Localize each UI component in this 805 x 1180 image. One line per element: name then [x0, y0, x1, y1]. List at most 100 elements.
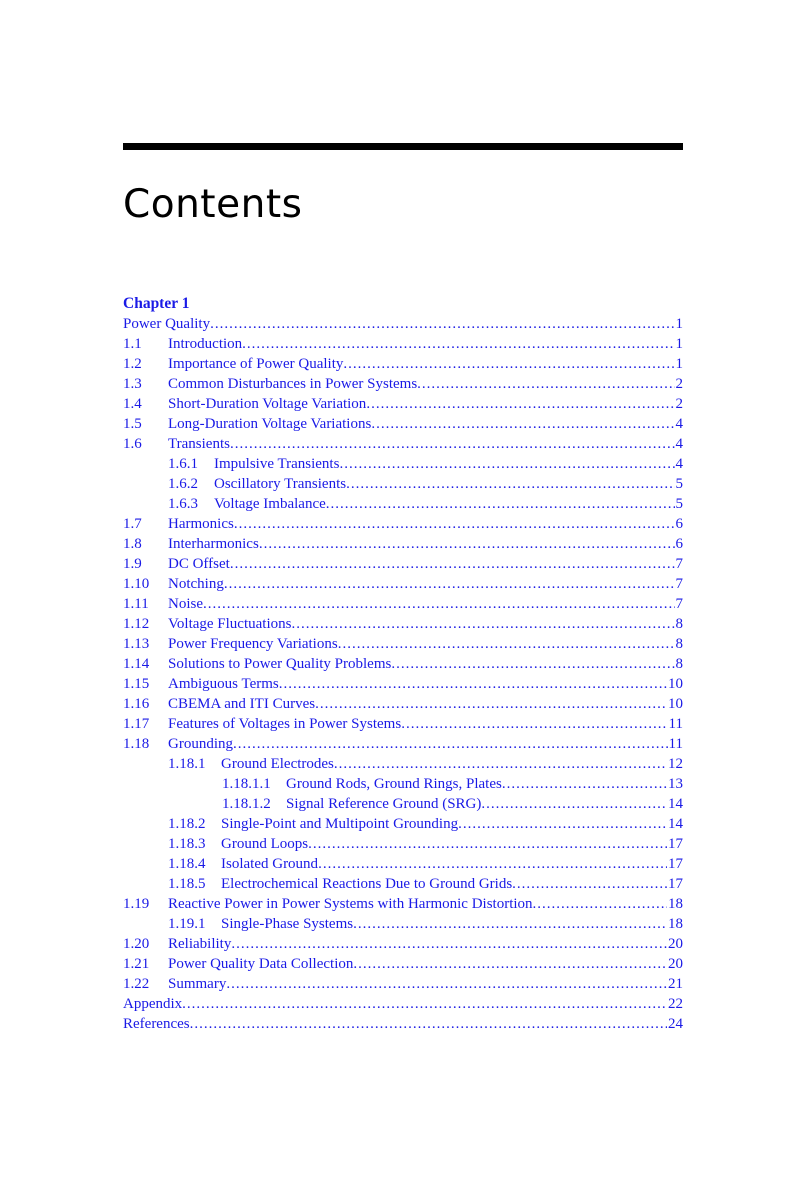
toc-entry-link[interactable]: Power Quality 1: [123, 314, 683, 334]
toc-entry[interactable]: 1.6.3 Voltage Imbalance 5: [123, 494, 683, 514]
toc-entry[interactable]: 1.18.3 Ground Loops 17: [123, 834, 683, 854]
toc-entry-link[interactable]: Impulsive Transients 4: [214, 454, 683, 474]
toc-entry[interactable]: 1.7 Harmonics 6: [123, 514, 683, 534]
toc-entry-title: Single-Point and Multipoint Grounding: [221, 816, 459, 832]
toc-entry[interactable]: 1.18.2 Single-Point and Multipoint Ground…: [123, 814, 683, 834]
dot-leader: [371, 414, 674, 434]
toc-entry-link[interactable]: Importance of Power Quality 1: [168, 354, 683, 374]
toc-entry-page: 21: [668, 976, 683, 992]
toc-entry-link[interactable]: Ground Rods, Ground Rings, Plates 13: [286, 774, 683, 794]
toc-entry[interactable]: 1.18.1 Ground Electrodes 12: [123, 754, 683, 774]
toc-entry[interactable]: 1.6 Transients 4: [123, 434, 683, 454]
toc-entry[interactable]: 1.4 Short-Duration Voltage Variation 2: [123, 394, 683, 414]
toc-entry-number: 1.12: [123, 616, 150, 632]
dot-leader: [203, 594, 675, 614]
toc-entry[interactable]: 1.10 Notching 7: [123, 574, 683, 594]
toc-entry-link[interactable]: Isolated Ground 17: [221, 854, 683, 874]
toc-entry-link[interactable]: Signal Reference Ground (SRG) 14: [286, 794, 683, 814]
toc-entry[interactable]: 1.11 Noise 7: [123, 594, 683, 614]
toc-entry-link[interactable]: Grounding 11: [168, 734, 683, 754]
toc-entry-link[interactable]: DC Offset 7: [168, 554, 683, 574]
toc-entry-link[interactable]: Long-Duration Voltage Variations 4: [168, 414, 683, 434]
toc-entry-link[interactable]: Solutions to Power Quality Problems 8: [168, 654, 683, 674]
header-rule: [123, 143, 683, 150]
toc-entry-link[interactable]: Reactive Power in Power Systems with Har…: [168, 894, 683, 914]
toc-entry[interactable]: 1.19.1 Single-Phase Systems 18: [123, 914, 683, 934]
toc-entry-link[interactable]: Single-Point and Multipoint Grounding 14: [221, 814, 683, 834]
toc-entry-number: 1.10: [123, 576, 150, 592]
toc-entry[interactable]: 1.16 CBEMA and ITI Curves 10: [123, 694, 683, 714]
toc-entry-link[interactable]: Interharmonics 6: [168, 534, 683, 554]
toc-entry-page: 10: [668, 676, 683, 692]
chapter-heading[interactable]: Chapter 1: [123, 295, 190, 312]
toc-entry-link[interactable]: CBEMA and ITI Curves 10: [168, 694, 683, 714]
toc-entry-link[interactable]: Oscillatory Transients 5: [214, 474, 683, 494]
toc-entry-link[interactable]: Summary 21: [168, 974, 683, 994]
toc-entry-title: Oscillatory Transients: [214, 476, 347, 492]
toc-entry[interactable]: 1.17 Features of Voltages in Power System…: [123, 714, 683, 734]
toc-entry-link[interactable]: Short-Duration Voltage Variation 2: [168, 394, 683, 414]
toc-entry-link[interactable]: Reliability 20: [168, 934, 683, 954]
toc-entry-page: 7: [675, 596, 684, 612]
toc-entry[interactable]: 1.18.5 Electrochemical Reactions Due to G…: [123, 874, 683, 894]
toc-entry[interactable]: 1.15 Ambiguous Terms 10: [123, 674, 683, 694]
toc-entry-page: 6: [675, 536, 684, 552]
toc-entry[interactable]: 1.1 Introduction 1: [123, 334, 683, 354]
toc-entry-link[interactable]: Ground Electrodes 12: [221, 754, 683, 774]
toc-entry-page: 7: [675, 576, 684, 592]
toc-entry-link[interactable]: References 24: [123, 1014, 683, 1034]
toc-entry-link[interactable]: Power Frequency Variations 8: [168, 634, 683, 654]
toc-entry[interactable]: 1.3 Common Disturbances in Power Systems 2: [123, 374, 683, 394]
toc-entry-number: 1.6.3: [168, 496, 198, 512]
toc-entry-number: 1.19: [123, 896, 150, 912]
toc-entry-number: 1.18.1.2: [222, 796, 271, 812]
toc-entry-link[interactable]: Electrochemical Reactions Due to Ground …: [221, 874, 683, 894]
toc-entry-link[interactable]: Transients 4: [168, 434, 683, 454]
toc-entry[interactable]: 1.13 Power Frequency Variations 8: [123, 634, 683, 654]
toc-entry-link[interactable]: Power Quality Data Collection 20: [168, 954, 683, 974]
toc-entry[interactable]: 1.5 Long-Duration Voltage Variations 4: [123, 414, 683, 434]
toc-entry[interactable]: 1.18.4 Isolated Ground 17: [123, 854, 683, 874]
toc-entry[interactable]: 1.9 DC Offset 7: [123, 554, 683, 574]
toc-entry-link[interactable]: Ground Loops 17: [221, 834, 683, 854]
toc-entry-number: 1.18.1.1: [222, 776, 271, 792]
toc-entry[interactable]: 1.20 Reliability 20: [123, 934, 683, 954]
toc-entry-page: 24: [668, 1016, 683, 1032]
toc-entry-link[interactable]: Single-Phase Systems 18: [221, 914, 683, 934]
toc-entry[interactable]: 1.14 Solutions to Power Quality Problems 8: [123, 654, 683, 674]
toc-entry-title: Power Quality: [123, 316, 211, 332]
toc-entry[interactable]: 1.22 Summary 21: [123, 974, 683, 994]
toc-entry[interactable]: 1.19 Reactive Power in Power Systems with…: [123, 894, 683, 914]
toc-entry[interactable]: 1.18 Grounding 11: [123, 734, 683, 754]
toc-entry-title: Isolated Ground: [221, 856, 319, 872]
toc-entry-number: 1.6.1: [168, 456, 198, 472]
toc-entry-number: 1.5: [123, 416, 142, 432]
toc-entry-title: Ground Electrodes: [221, 756, 334, 772]
toc-entry[interactable]: 1.21 Power Quality Data Collection 20: [123, 954, 683, 974]
toc-entry-link[interactable]: Notching 7: [168, 574, 683, 594]
toc-entry[interactable]: Power Quality 1: [123, 314, 683, 334]
toc-entry-link[interactable]: Appendix 22: [123, 994, 683, 1014]
toc-entry[interactable]: 1.2 Importance of Power Quality 1: [123, 354, 683, 374]
toc-entry-page: 11: [668, 716, 683, 732]
toc-entry[interactable]: 1.6.1 Impulsive Transients 4: [123, 454, 683, 474]
toc-entry[interactable]: 1.12 Voltage Fluctuations 8: [123, 614, 683, 634]
toc-entry-link[interactable]: Features of Voltages in Power Systems 11: [168, 714, 683, 734]
toc-entry-link[interactable]: Voltage Fluctuations 8: [168, 614, 683, 634]
toc-entry-link[interactable]: Ambiguous Terms 10: [168, 674, 683, 694]
toc-entry-link[interactable]: Voltage Imbalance 5: [214, 494, 683, 514]
toc-entry-link[interactable]: Noise 7: [168, 594, 683, 614]
toc-entry[interactable]: 1.18.1.1 Ground Rods, Ground Rings, Plate…: [123, 774, 683, 794]
toc-entry[interactable]: Appendix 22: [123, 994, 683, 1014]
toc-entry[interactable]: 1.8 Interharmonics 6: [123, 534, 683, 554]
toc-entry[interactable]: References 24: [123, 1014, 683, 1034]
toc-entry[interactable]: 1.18.1.2 Signal Reference Ground (SRG) 14: [123, 794, 683, 814]
dot-leader: [417, 374, 674, 394]
toc-entry-title: Common Disturbances in Power Systems: [168, 376, 418, 392]
toc-entry[interactable]: 1.6.2 Oscillatory Transients 5: [123, 474, 683, 494]
toc-entry-link[interactable]: Harmonics 6: [168, 514, 683, 534]
toc-entry-link[interactable]: Introduction 1: [168, 334, 683, 354]
toc-entry-title: Reliability: [168, 936, 232, 952]
toc-entry-number: 1.11: [123, 596, 149, 612]
toc-entry-link[interactable]: Common Disturbances in Power Systems 2: [168, 374, 683, 394]
